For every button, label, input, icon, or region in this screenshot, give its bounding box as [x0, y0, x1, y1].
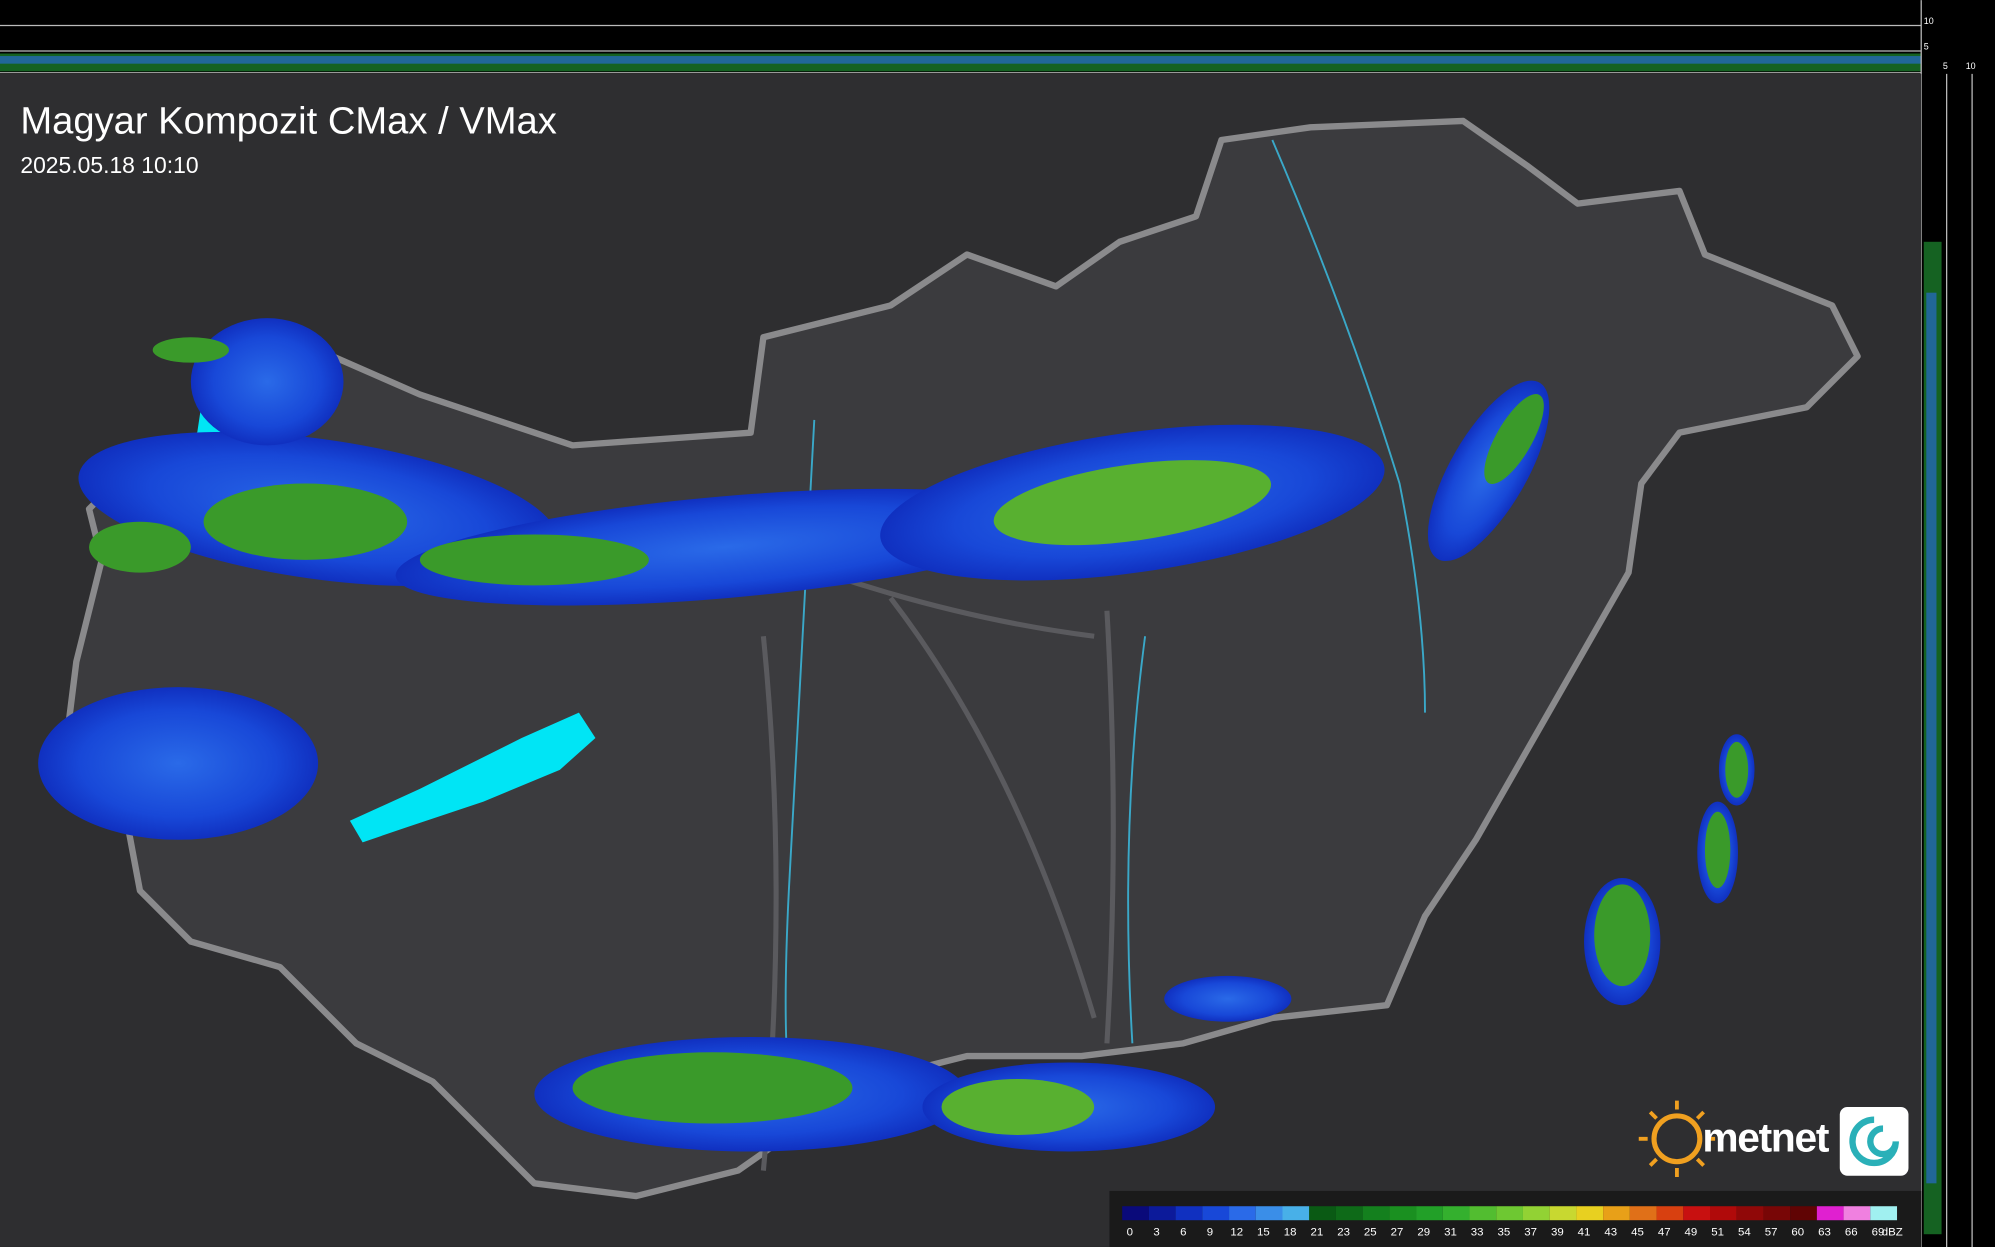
- legend-swatch: [1549, 1206, 1577, 1221]
- country-border: [60, 117, 1861, 1200]
- legend-label: 12: [1230, 1226, 1243, 1238]
- logo-text: metnet: [1702, 1115, 1830, 1161]
- legend-swatch: [1522, 1206, 1550, 1221]
- legend-label: 54: [1738, 1226, 1751, 1238]
- legend-swatch: [1362, 1206, 1390, 1221]
- legend-swatch: [1389, 1206, 1417, 1221]
- legend-label: 6: [1180, 1226, 1186, 1238]
- radar-echoes: [38, 318, 1755, 1152]
- legend-unit: dBZ: [1882, 1226, 1903, 1238]
- profile-tick: 5: [1924, 42, 1929, 52]
- timestamp: 2025.05.18 10:10: [20, 152, 198, 178]
- legend-label: 63: [1818, 1226, 1831, 1238]
- profile-tick: 10: [1966, 61, 1976, 71]
- legend-label: 25: [1364, 1226, 1377, 1238]
- legend-swatch: [1122, 1206, 1149, 1221]
- legend-label: 15: [1257, 1226, 1270, 1238]
- legend-swatch: [1683, 1206, 1710, 1221]
- legend-label: 60: [1791, 1226, 1804, 1238]
- legend-swatch: [1202, 1206, 1230, 1221]
- legend-label: 45: [1631, 1226, 1644, 1238]
- legend-label: 33: [1471, 1226, 1484, 1238]
- legend-swatch: [1496, 1206, 1523, 1221]
- lake: [349, 712, 596, 843]
- profile-tick: 5: [1943, 61, 1948, 71]
- legend: 0 3 6 9 12 15 18 21 23 25 27 29 31 33 35 37 39 41 43 45 47 49…: [1122, 1206, 1903, 1238]
- legend-label: 47: [1658, 1226, 1671, 1238]
- profile-echo: [1926, 292, 1937, 1184]
- legend-label: 35: [1498, 1226, 1511, 1238]
- map-title: Magyar Kompozit CMax / VMax: [20, 100, 556, 143]
- region-border: [660, 506, 1116, 1171]
- legend-label: 18: [1284, 1226, 1297, 1238]
- legend-swatch: [1603, 1206, 1630, 1221]
- legend-swatch: [1469, 1206, 1497, 1221]
- legend-swatch: [1656, 1206, 1684, 1221]
- legend-swatch: [1148, 1206, 1176, 1221]
- legend-swatch: [1442, 1206, 1470, 1221]
- legend-label: 0: [1127, 1226, 1133, 1238]
- legend-label: 51: [1711, 1226, 1724, 1238]
- legend-swatch: [1763, 1206, 1791, 1221]
- legend-label: 57: [1765, 1226, 1778, 1238]
- legend-label: 66: [1845, 1226, 1858, 1238]
- legend-label: 9: [1207, 1226, 1213, 1238]
- legend-swatch: [1870, 1206, 1898, 1221]
- logo: metnet: [1638, 1100, 1909, 1177]
- legend-label: 43: [1604, 1226, 1617, 1238]
- legend-swatch: [1710, 1206, 1737, 1221]
- legend-swatch: [1576, 1206, 1604, 1221]
- legend-swatch: [1229, 1206, 1256, 1221]
- legend-swatch: [1255, 1206, 1283, 1221]
- legend-swatch: [1175, 1206, 1203, 1221]
- legend-swatch: [1629, 1206, 1657, 1221]
- legend-swatch: [1816, 1206, 1844, 1221]
- legend-label: 41: [1578, 1226, 1591, 1238]
- legend-label: 27: [1391, 1226, 1404, 1238]
- profile-echo: [0, 56, 1922, 64]
- legend-swatch: [1790, 1206, 1817, 1221]
- legend-label: 3: [1153, 1226, 1159, 1238]
- legend-label: 29: [1417, 1226, 1430, 1238]
- legend-label: 31: [1444, 1226, 1457, 1238]
- legend-label: 69: [1872, 1226, 1885, 1238]
- legend-label: 37: [1524, 1226, 1537, 1238]
- legend-label: 49: [1685, 1226, 1698, 1238]
- legend-swatch: [1416, 1206, 1443, 1221]
- legend-label: 23: [1337, 1226, 1350, 1238]
- profile-tick: 10: [1924, 16, 1934, 26]
- legend-swatch: [1736, 1206, 1764, 1221]
- legend-swatch: [1282, 1206, 1310, 1221]
- legend-label: 21: [1310, 1226, 1323, 1238]
- legend-label: 39: [1551, 1226, 1564, 1238]
- legend-swatch: [1335, 1206, 1363, 1221]
- legend-swatch: [1309, 1206, 1336, 1221]
- legend-swatch: [1843, 1206, 1871, 1221]
